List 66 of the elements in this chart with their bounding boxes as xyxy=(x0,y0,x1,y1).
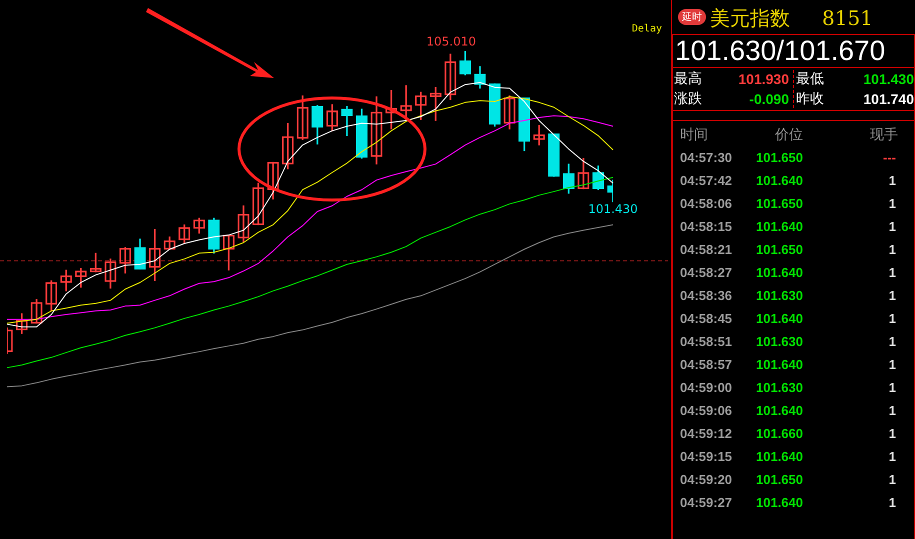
text: 1 xyxy=(888,426,896,441)
text: -0.090 xyxy=(749,91,789,107)
text: 1 xyxy=(888,196,896,211)
text: 1 xyxy=(888,219,896,234)
text: 101.660 xyxy=(756,426,803,441)
text: 101.630 xyxy=(756,288,803,303)
text: --- xyxy=(883,150,896,165)
text: 101.640 xyxy=(756,403,803,418)
text: 04:57:30 xyxy=(680,150,732,165)
text: 101.640 xyxy=(756,357,803,372)
text: 最低 xyxy=(796,70,824,88)
text: 101.640 xyxy=(756,219,803,234)
text: 101.640 xyxy=(756,173,803,188)
text: 04:59:20 xyxy=(680,472,732,487)
text: 涨跌 xyxy=(674,90,702,108)
text: 101.650 xyxy=(756,196,803,211)
text: 101.630/101.670 xyxy=(675,35,886,67)
text: 101.630 xyxy=(756,334,803,349)
text: 8151 xyxy=(822,6,873,30)
text: 延时 xyxy=(678,9,706,25)
text: 04:59:15 xyxy=(680,449,732,464)
text: 1 xyxy=(888,380,896,395)
text: 时间 xyxy=(680,126,708,144)
text: 04:59:27 xyxy=(680,495,732,510)
text: 04:58:45 xyxy=(680,311,732,326)
text: 04:58:27 xyxy=(680,265,732,280)
text: 现手 xyxy=(870,126,898,144)
text: 最高 xyxy=(674,70,702,88)
text: 101.930 xyxy=(738,71,789,87)
text: 昨收 xyxy=(796,90,824,108)
text: 1 xyxy=(888,334,896,349)
text: 1 xyxy=(888,403,896,418)
text: 1 xyxy=(888,242,896,257)
text: 1 xyxy=(888,449,896,464)
text: 04:58:21 xyxy=(680,242,732,257)
text: 1 xyxy=(888,265,896,280)
text: 04:58:06 xyxy=(680,196,732,211)
text: Delay xyxy=(632,24,662,35)
text: 美元指数 xyxy=(710,5,790,32)
text: 101.640 xyxy=(756,265,803,280)
text: 101.640 xyxy=(756,495,803,510)
text: 101.640 xyxy=(756,311,803,326)
text: 101.630 xyxy=(756,380,803,395)
text: 101.740 xyxy=(863,91,914,107)
text: 1 xyxy=(888,495,896,510)
text: 04:58:57 xyxy=(680,357,732,372)
text: 04:59:12 xyxy=(680,426,732,441)
text: 1 xyxy=(888,357,896,372)
text: 1 xyxy=(888,311,896,326)
text: 1 xyxy=(888,288,896,303)
text: 101.430 xyxy=(863,71,914,87)
text: 价位 xyxy=(775,126,803,144)
annotation: 101.430 xyxy=(588,202,638,216)
text: 04:57:42 xyxy=(680,173,732,188)
text: 04:58:51 xyxy=(680,334,732,349)
text: 101.640 xyxy=(756,449,803,464)
text: 1 xyxy=(888,472,896,487)
text: 105.010 xyxy=(426,34,476,48)
text: 04:59:00 xyxy=(680,380,732,395)
text: 101.650 xyxy=(756,242,803,257)
text: 101.650 xyxy=(756,472,803,487)
text: 04:59:06 xyxy=(680,403,732,418)
text: 101.650 xyxy=(756,150,803,165)
text: 04:58:15 xyxy=(680,219,732,234)
text: 04:58:36 xyxy=(680,288,732,303)
text: 1 xyxy=(888,173,896,188)
